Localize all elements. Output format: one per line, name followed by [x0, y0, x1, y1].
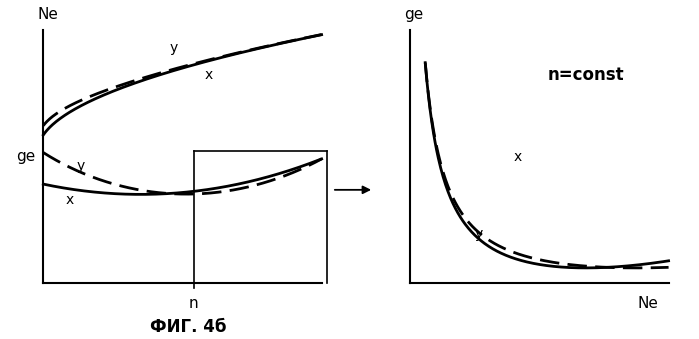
Text: ge: ge: [405, 7, 424, 22]
Text: ФИГ. 4б: ФИГ. 4б: [150, 318, 227, 336]
Text: y: y: [77, 159, 85, 173]
Text: Ne: Ne: [637, 296, 658, 311]
Text: x: x: [513, 150, 521, 164]
Text: n: n: [189, 296, 199, 311]
Text: x: x: [66, 193, 74, 207]
Text: n=const: n=const: [547, 66, 624, 84]
Text: x: x: [205, 68, 213, 82]
Text: y: y: [475, 227, 483, 241]
Text: ge: ge: [15, 149, 35, 164]
Text: y: y: [170, 41, 178, 55]
Text: Ne: Ne: [38, 7, 59, 22]
